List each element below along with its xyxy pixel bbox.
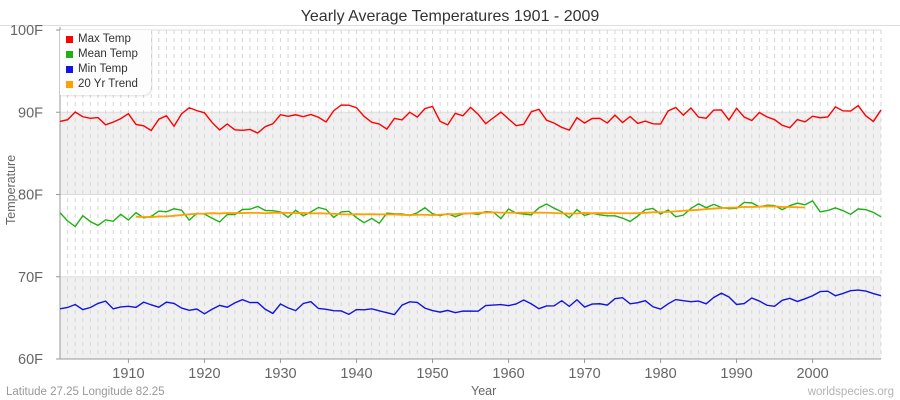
svg-text:100F: 100F [10,23,43,39]
svg-text:1910: 1910 [112,366,144,382]
svg-text:1920: 1920 [188,366,220,382]
svg-text:1960: 1960 [492,366,524,382]
svg-text:1980: 1980 [644,366,676,382]
svg-text:1940: 1940 [340,366,372,382]
svg-text:1930: 1930 [264,366,296,382]
svg-text:70F: 70F [18,270,43,286]
svg-text:90F: 90F [18,105,43,121]
svg-text:80F: 80F [18,188,43,204]
svg-text:1990: 1990 [720,366,752,382]
svg-text:1950: 1950 [416,366,448,382]
svg-text:1970: 1970 [568,366,600,382]
svg-text:60F: 60F [18,352,43,368]
svg-text:2000: 2000 [796,366,828,382]
